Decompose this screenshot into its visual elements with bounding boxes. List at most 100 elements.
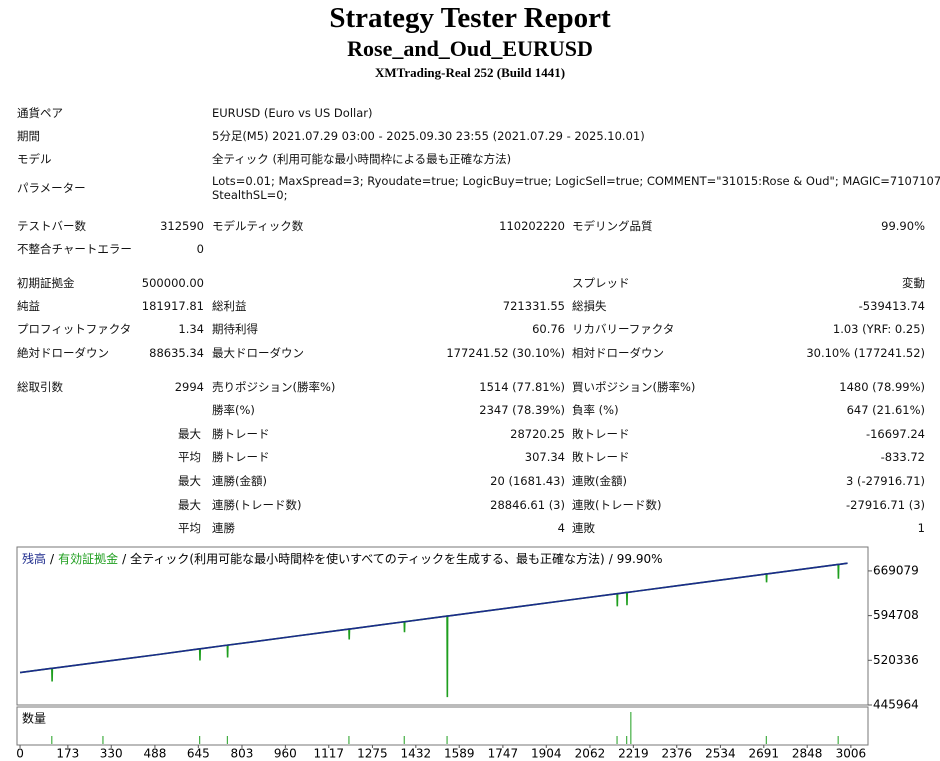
info-value: StealthSL=0; <box>212 188 288 202</box>
method: 全ティック(利用可能な最小時間枠を使いすべてのティックを生成する、最も正確な方法… <box>130 551 605 566</box>
stat-value: 312590 <box>160 219 204 233</box>
stat-value: 1.34 <box>178 322 204 336</box>
x-tick-label: 3006 <box>836 747 867 761</box>
stat-label: 負率 (%) <box>572 403 619 417</box>
stat-label: 連勝 <box>212 521 235 535</box>
stat-label: 連敗(金額) <box>572 474 627 488</box>
info-label: 通貨ペア <box>17 106 63 120</box>
y-tick-label: 594708 <box>873 608 919 622</box>
stat-value: 88635.34 <box>149 346 204 360</box>
stat-label: 敗トレード <box>572 427 630 441</box>
server: XMTrading-Real 252 (Build 1441) <box>374 65 566 80</box>
stat-label: 売りポジション(勝率%) <box>212 380 336 394</box>
stat-value: 30.10% (177241.52) <box>806 346 925 360</box>
stat-value: 99.90% <box>881 219 925 233</box>
legend-entry: 残高 <box>22 551 46 566</box>
stat-value: -539413.74 <box>858 299 925 313</box>
x-tick-label: 803 <box>231 747 254 761</box>
stat-value: 2347 (78.39%) <box>479 403 565 417</box>
info-value: EURUSD (Euro vs US Dollar) <box>212 106 373 120</box>
separator: / <box>122 552 127 566</box>
stat-value: -833.72 <box>880 450 925 464</box>
subtitle: Rose_and_Oud_EURUSD <box>347 36 593 61</box>
stat-label: 総利益 <box>212 299 247 313</box>
stat-value: 2994 <box>174 380 204 394</box>
stat-value: 28846.61 (3) <box>490 498 565 512</box>
stat-value: -27916.71 (3) <box>846 498 925 512</box>
stat-label: 連敗 <box>572 521 595 535</box>
y-tick-label: 520336 <box>873 653 919 667</box>
volume-label: 数量 <box>22 711 46 726</box>
stat-label: 期待利得 <box>212 322 258 336</box>
stat-value: 最大 <box>178 427 201 441</box>
legend: 残高 / 有効証拠金 / 全ティック(利用可能な最小時間枠を使いすべてのティックを生成す… <box>22 551 663 566</box>
x-tick-label: 960 <box>274 747 297 761</box>
stat-label: 勝トレード <box>212 427 270 441</box>
stat-label: 勝率(%) <box>212 403 255 417</box>
stat-label: リカバリーファクタ <box>572 322 675 336</box>
stat-value: 20 (1681.43) <box>490 474 565 488</box>
stat-value: 181917.81 <box>141 299 204 313</box>
stat-value: 28720.25 <box>510 427 565 441</box>
stat-value: 最大 <box>178 474 201 488</box>
x-tick-label: 173 <box>56 747 79 761</box>
x-tick-label: 2062 <box>575 747 606 761</box>
stat-value: 60.76 <box>532 322 565 336</box>
stat-value: 307.34 <box>524 450 565 464</box>
stat-label: スプレッド <box>572 276 630 290</box>
stat-label: テストバー数 <box>17 219 86 233</box>
x-tick-label: 1275 <box>357 747 388 761</box>
x-tick-label: 330 <box>100 747 123 761</box>
separator: / <box>50 552 55 566</box>
stat-label: モデリング品質 <box>572 219 653 233</box>
info-label: モデル <box>17 152 52 166</box>
x-tick-label: 0 <box>16 747 24 761</box>
stat-label: 連勝(トレード数) <box>212 498 302 512</box>
x-tick-label: 488 <box>143 747 166 761</box>
info-label: 期間 <box>17 129 40 143</box>
stat-label: 絶対ドローダウン <box>17 346 109 360</box>
stat-value: 0 <box>196 242 204 256</box>
stat-value: 4 <box>557 521 565 535</box>
stat-value: 1.03 (YRF: 0.25) <box>832 322 925 336</box>
stat-label: 連敗(トレード数) <box>572 498 662 512</box>
stat-label: 勝トレード <box>212 450 270 464</box>
x-tick-label: 1117 <box>313 747 344 761</box>
stat-label: 総取引数 <box>17 380 63 394</box>
stat-label: 敗トレード <box>572 450 630 464</box>
info-label: パラメーター <box>17 181 86 195</box>
stat-value: -16697.24 <box>865 427 925 441</box>
stat-label: 買いポジション(勝率%) <box>572 380 696 394</box>
volume-frame <box>16 706 869 746</box>
stat-value: 647 (21.61%) <box>846 403 925 417</box>
x-tick-label: 2848 <box>792 747 823 761</box>
x-tick-label: 2691 <box>749 747 780 761</box>
stat-value: 1 <box>917 521 925 535</box>
x-tick-label: 1432 <box>401 747 432 761</box>
stat-value: 平均 <box>178 450 201 464</box>
stat-label: 不整合チャートエラー <box>17 242 132 256</box>
y-tick-label: 445964 <box>873 698 919 712</box>
quality: 99.90% <box>617 552 663 566</box>
x-tick-label: 1904 <box>531 747 562 761</box>
stat-value: 1514 (77.81%) <box>479 380 565 394</box>
stat-value: 110202220 <box>499 219 565 233</box>
y-tick-label: 669079 <box>873 563 919 577</box>
title: Strategy Tester Report <box>329 2 611 34</box>
stat-label: 最大ドローダウン <box>212 346 304 360</box>
info-value: Lots=0.01; MaxSpread=3; Ryoudate=true; L… <box>212 174 940 188</box>
series-line <box>19 562 848 674</box>
stat-label: 初期証拠金 <box>17 276 75 290</box>
x-tick-label: 2534 <box>705 747 736 761</box>
stat-label: 相対ドローダウン <box>572 346 664 360</box>
stat-value: 平均 <box>178 521 201 535</box>
separator: / <box>609 552 614 566</box>
x-tick-label: 2376 <box>661 747 692 761</box>
chart-frame <box>16 546 869 706</box>
stat-value: 177241.52 (30.10%) <box>446 346 565 360</box>
stat-value: 3 (-27916.71) <box>846 474 925 488</box>
stat-label: プロフィットファクタ <box>17 322 132 336</box>
stat-label: 連勝(金額) <box>212 474 267 488</box>
x-tick-label: 2219 <box>618 747 649 761</box>
